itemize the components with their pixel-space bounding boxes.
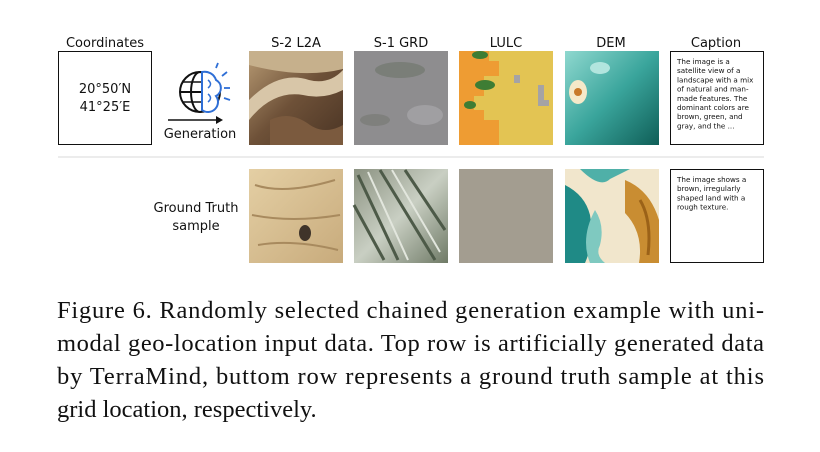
coordinate: 41°25′E: [80, 100, 131, 115]
coordinate: 20°50′N: [79, 82, 131, 97]
figure-caption-line: by TerraMind, buttom row represents a gr…: [57, 363, 764, 390]
ground-truth-label: sample: [172, 219, 219, 234]
generation-label: Generation: [164, 127, 237, 142]
column-header: LULC: [490, 36, 522, 51]
caption-box: [670, 51, 764, 145]
figure-caption-line: grid location, respectively.: [57, 396, 317, 423]
s2-generated: [249, 51, 343, 145]
lulc-generated: [459, 51, 553, 145]
coordinates-box: [58, 51, 152, 145]
figure-caption-line: modal geo-location input data. Top row i…: [57, 330, 764, 357]
caption-line: gray, and the ...: [677, 121, 735, 130]
caption-line: satellite view of a: [677, 66, 740, 75]
column-header: Coordinates: [66, 36, 144, 51]
caption-line: brown, irregularly: [677, 184, 741, 193]
caption-line: rough texture.: [677, 203, 728, 212]
caption-line: of natural and man-: [677, 85, 749, 94]
s2-ground-truth: [249, 169, 343, 263]
column-header: Caption: [691, 36, 741, 51]
dem-ground-truth: [565, 169, 659, 263]
caption-line: The image shows a: [676, 175, 746, 184]
s1-generated: [354, 51, 448, 145]
dem-generated: [565, 51, 659, 145]
generation-icon: [168, 62, 231, 124]
figure-caption-line: Figure 6. Randomly selected chained gene…: [57, 297, 764, 324]
ground-truth-label: Ground Truth: [154, 201, 239, 216]
caption-line: landscape with a mix: [677, 75, 754, 84]
caption-box: [670, 169, 764, 263]
caption-line: brown, green, and: [677, 112, 743, 121]
s1-ground-truth: [352, 169, 448, 263]
column-header: DEM: [596, 36, 625, 51]
caption-line: shaped land with a: [677, 193, 745, 202]
caption-line: made features. The: [677, 94, 748, 103]
column-header: S-2 L2A: [271, 36, 321, 51]
caption-line: The image is a: [676, 57, 730, 66]
lulc-ground-truth: [459, 169, 553, 263]
column-header: S-1 GRD: [374, 36, 428, 51]
caption-line: dominant colors are: [677, 103, 750, 112]
